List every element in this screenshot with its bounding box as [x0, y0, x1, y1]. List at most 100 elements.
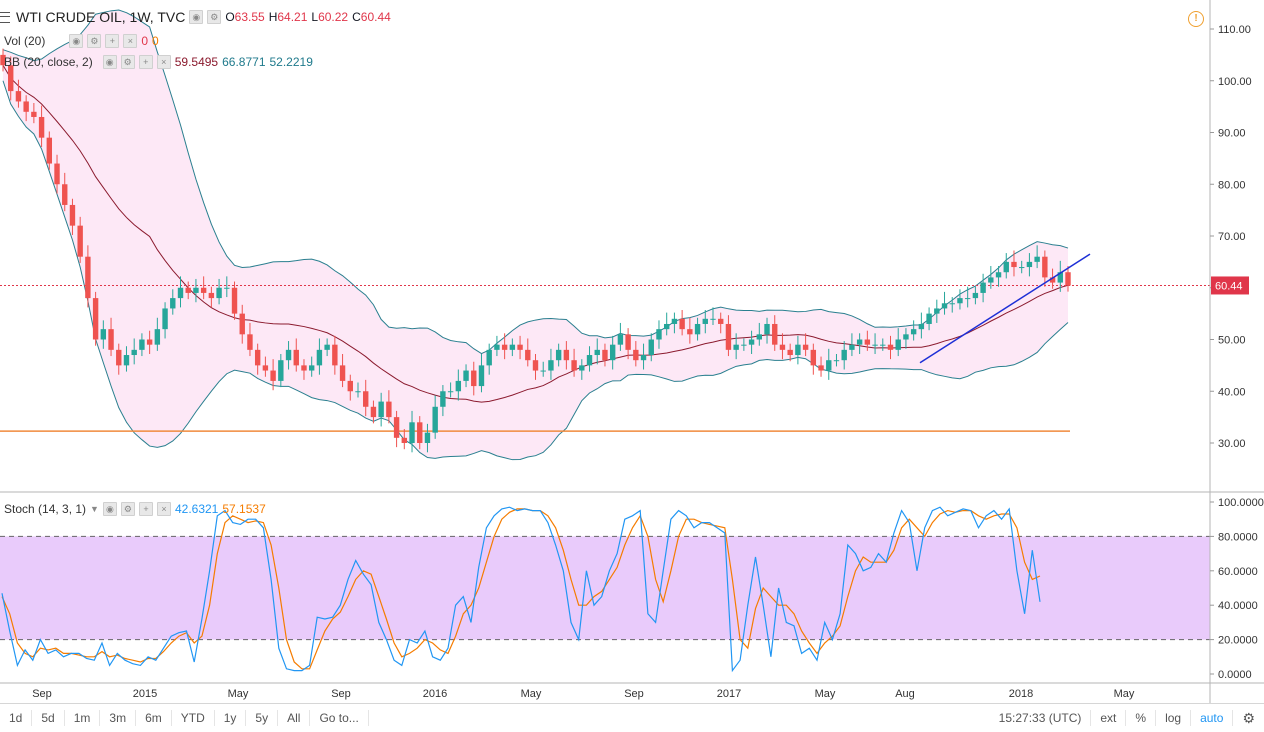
range-5d[interactable]: 5d — [32, 710, 65, 726]
candle-body — [85, 256, 91, 299]
range-1y[interactable]: 1y — [215, 710, 247, 726]
gear-icon[interactable]: ⚙ — [120, 502, 135, 516]
percent-toggle[interactable]: % — [1126, 710, 1157, 726]
open-value: 63.55 — [234, 10, 265, 24]
candle-body — [540, 370, 546, 372]
candle-body — [193, 287, 199, 293]
bollinger-upper — [2, 9, 1069, 355]
high-value: 64.21 — [277, 10, 308, 24]
range-1m[interactable]: 1m — [65, 710, 101, 726]
candle-body — [887, 344, 894, 350]
candle-body — [826, 360, 832, 371]
candle-body — [216, 287, 222, 299]
time-tick-label: 2017 — [717, 688, 741, 700]
log-toggle[interactable]: log — [1156, 710, 1192, 726]
candle-body — [440, 391, 446, 407]
candle-body — [432, 406, 438, 433]
candle-body — [679, 318, 685, 330]
plus-icon[interactable]: + — [138, 502, 153, 516]
candle-body — [254, 349, 261, 366]
candle-body — [1042, 256, 1048, 278]
candle-body — [200, 287, 207, 293]
open-label: O — [225, 10, 235, 24]
candle-body — [92, 298, 99, 340]
stoch-tick-label: 80.0000 — [1218, 531, 1258, 543]
candle-body — [517, 344, 523, 350]
ext-toggle[interactable]: ext — [1091, 710, 1127, 726]
gear-icon[interactable]: ⚙ — [207, 10, 222, 24]
auto-toggle[interactable]: auto — [1191, 710, 1234, 726]
candle-body — [54, 163, 60, 185]
range-5y[interactable]: 5y — [246, 710, 279, 726]
close-icon[interactable]: × — [123, 34, 138, 48]
clock-time[interactable]: 15:27:33 (UTC) — [990, 710, 1092, 726]
volume-label[interactable]: Vol (20) — [4, 34, 46, 48]
range-6m[interactable]: 6m — [136, 710, 172, 726]
stoch-legend: Stoch (14, 3, 1) ▼ ◉ ⚙ + × 42.6321 57.15… — [4, 502, 266, 516]
symbol-legend: WTI CRUDE OIL, 1W, TVC ◉ ⚙ O 63.55 H 64.21… — [0, 9, 391, 25]
close-icon[interactable]: × — [156, 55, 171, 69]
range-1d[interactable]: 1d — [0, 710, 33, 726]
range-3m[interactable]: 3m — [100, 710, 137, 726]
price-tick-label: 30.00 — [1218, 438, 1246, 450]
candle-body — [910, 329, 917, 335]
eye-icon[interactable]: ◉ — [102, 502, 117, 516]
range-all[interactable]: All — [278, 710, 311, 726]
candle-body — [324, 344, 330, 350]
chevron-down-icon[interactable]: ▼ — [90, 504, 99, 514]
candle-body — [602, 349, 608, 361]
candle-body — [177, 287, 184, 299]
candle-body — [38, 116, 45, 138]
candle-body — [687, 329, 693, 335]
goto-button[interactable]: Go to... — [310, 710, 369, 726]
time-tick-label: May — [521, 688, 542, 700]
candle-body — [772, 323, 778, 345]
time-tick-label: May — [1114, 688, 1135, 700]
candle-body — [62, 184, 68, 205]
candle-body — [417, 422, 423, 443]
stoch-label[interactable]: Stoch (14, 3, 1) — [4, 502, 87, 516]
close-icon[interactable]: × — [156, 502, 171, 516]
candle-body — [455, 380, 462, 392]
gear-icon[interactable]: ⚙ — [87, 34, 102, 48]
range-ytd[interactable]: YTD — [172, 710, 215, 726]
gear-icon[interactable]: ⚙ — [1242, 710, 1255, 726]
bb-label[interactable]: BB (20, close, 2) — [4, 55, 93, 69]
candle-body — [633, 349, 639, 361]
candle-body — [856, 339, 863, 345]
price-tick-label: 50.00 — [1218, 335, 1246, 347]
bottom-toolbar: 1d 5d 1m 3m 6m YTD 1y 5y All Go to... 15… — [0, 703, 1264, 732]
gear-icon[interactable]: ⚙ — [120, 55, 135, 69]
plus-icon[interactable]: + — [138, 55, 153, 69]
candle-body — [995, 272, 1002, 278]
eye-icon[interactable]: ◉ — [69, 34, 84, 48]
eye-icon[interactable]: ◉ — [189, 10, 204, 24]
menu-icon[interactable] — [0, 11, 10, 23]
bb-mid-value: 59.5495 — [174, 55, 219, 69]
candle-body — [563, 349, 570, 361]
eye-icon[interactable]: ◉ — [102, 55, 117, 69]
candle-body — [957, 298, 963, 304]
candle-body — [841, 349, 847, 361]
candle-body — [625, 334, 631, 350]
plus-icon[interactable]: + — [105, 34, 120, 48]
price-tick-label: 40.00 — [1218, 386, 1246, 398]
volume-value-1: 0 — [141, 34, 149, 48]
alert-icon[interactable]: ! — [1188, 11, 1204, 27]
price-tick-label: 80.00 — [1218, 179, 1246, 191]
candle-body — [1018, 267, 1025, 269]
time-tick-label: Aug — [895, 688, 915, 700]
candle-body — [1011, 261, 1017, 268]
candle-body — [478, 365, 485, 387]
candle-body — [393, 417, 400, 438]
axes: 110.00100.0090.0080.0070.0060.0050.0040.… — [0, 0, 1264, 703]
symbol-title[interactable]: WTI CRUDE OIL, 1W, TVC — [16, 9, 186, 25]
candle-body — [934, 308, 940, 314]
candle-body — [139, 339, 145, 350]
volume-legend: Vol (20) ◉ ⚙ + × 0 0 — [4, 34, 159, 48]
time-tick-label: 2015 — [133, 688, 157, 700]
candle-body — [31, 111, 37, 117]
candle-body — [586, 355, 593, 366]
chart-canvas[interactable]: 110.00100.0090.0080.0070.0060.0050.0040.… — [0, 0, 1264, 703]
toolbar-right: 15:27:33 (UTC) ext % log auto ⚙ — [990, 710, 1264, 726]
